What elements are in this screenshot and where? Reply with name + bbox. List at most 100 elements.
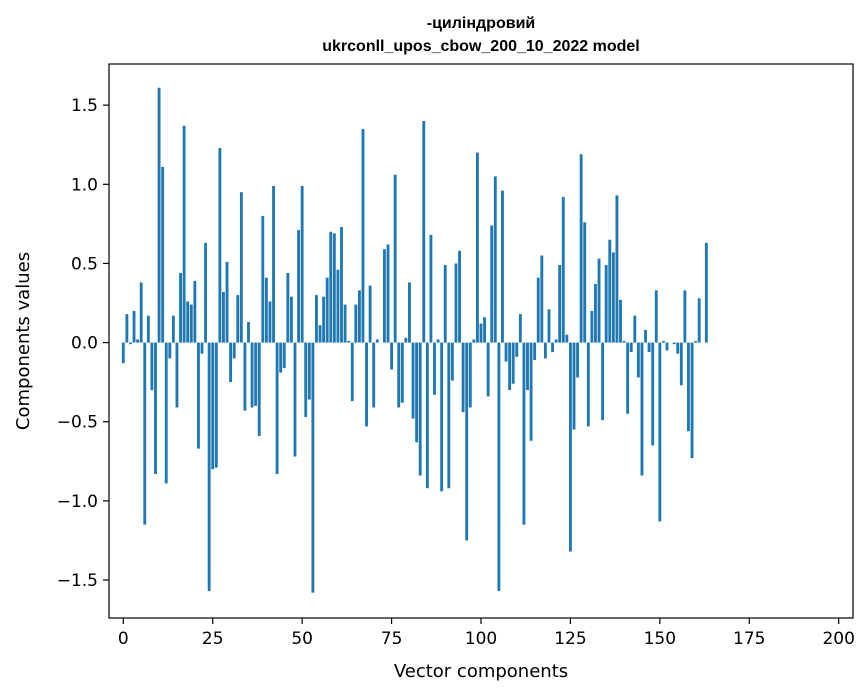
bar-120 (551, 342, 554, 353)
bar-112 (522, 342, 526, 525)
bar-8 (150, 342, 154, 391)
bar-41 (268, 301, 272, 343)
x-tick-label-175: 175 (733, 629, 765, 649)
bar-70 (372, 342, 376, 408)
bar-14 (171, 315, 175, 343)
bar-55 (318, 325, 322, 343)
bar-20 (193, 280, 197, 343)
bar-109 (511, 342, 515, 384)
bar-148 (651, 342, 655, 446)
bar-127 (576, 342, 580, 378)
bar-98 (472, 339, 476, 343)
bar-13 (168, 342, 172, 359)
bar-29 (225, 261, 229, 343)
bar-80 (408, 282, 411, 343)
bar-145 (640, 342, 644, 476)
bar-116 (536, 277, 540, 343)
bar-123 (561, 196, 565, 343)
bar-16 (179, 272, 182, 343)
bar-152 (665, 342, 669, 351)
bar-66 (357, 290, 361, 343)
bar-142 (629, 342, 633, 353)
bar-27 (218, 147, 222, 343)
bar-81 (411, 342, 415, 419)
bar-149 (654, 290, 658, 343)
bar-46 (286, 272, 290, 343)
bar-65 (354, 304, 358, 343)
chart-title-line1: -циліндровий (427, 15, 535, 32)
bar-33 (239, 192, 243, 343)
bar-78 (400, 342, 404, 403)
bar-40 (264, 277, 268, 343)
bar-4 (136, 339, 140, 343)
chart-title-line2: ukrconll_upos_cbow_200_10_2022 model (322, 38, 639, 55)
bar-50 (300, 185, 304, 343)
bar-59 (332, 233, 336, 343)
bar-12 (164, 342, 168, 484)
bar-137 (611, 252, 615, 343)
bar-144 (636, 342, 640, 378)
bar-62 (343, 304, 347, 343)
bar-64 (350, 342, 354, 402)
bar-43 (275, 342, 279, 474)
bar-110 (515, 342, 519, 357)
bar-90 (443, 265, 447, 343)
bar-140 (622, 341, 626, 343)
bar-10 (157, 87, 161, 343)
bar-76 (393, 174, 397, 343)
bar-107 (504, 342, 508, 362)
x-tick-label-125: 125 (554, 629, 586, 649)
bar-28 (222, 291, 225, 343)
bar-35 (247, 322, 250, 343)
y-axis-ticks: −1.5 −1.0 −0.5 0.0 0.5 1.0 1.5 (57, 96, 109, 591)
bar-86 (429, 234, 433, 343)
x-tick-label-25: 25 (202, 629, 224, 649)
bar-121 (554, 339, 558, 343)
bar-17 (182, 125, 186, 343)
bar-124 (565, 334, 569, 343)
bar-47 (289, 296, 293, 343)
bar-108 (508, 342, 512, 391)
bar-58 (329, 231, 333, 343)
bar-117 (540, 255, 544, 343)
bar-52 (307, 342, 311, 400)
x-tick-label-200: 200 (822, 629, 854, 649)
bar-44 (279, 342, 283, 373)
bar-26 (214, 342, 218, 468)
bar-1 (125, 314, 129, 343)
bar-18 (186, 301, 190, 343)
bar-83 (418, 342, 422, 476)
y-tick-label-3: 0.0 (71, 334, 98, 354)
bar-37 (254, 342, 258, 406)
bar-138 (615, 195, 619, 343)
x-axis-ticks: 0 25 50 75 100 125 150 175 200 (118, 618, 855, 649)
bar-24 (207, 342, 211, 592)
bar-15 (175, 342, 179, 408)
bar-87 (433, 342, 436, 395)
bar-150 (658, 342, 662, 522)
bar-157 (683, 290, 687, 343)
bar-96 (465, 342, 469, 541)
bar-159 (690, 342, 694, 459)
bar-36 (250, 342, 254, 408)
bar-73 (382, 249, 386, 343)
bar-135 (604, 265, 608, 343)
bar-118 (543, 342, 547, 359)
bar-42 (272, 185, 275, 343)
bar-31 (232, 342, 236, 359)
bar-38 (257, 342, 261, 436)
bar-19 (189, 304, 193, 343)
bar-53 (311, 342, 315, 593)
bar-104 (493, 176, 497, 343)
bar-21 (196, 342, 200, 449)
bar-9 (154, 342, 157, 474)
bar-99 (475, 152, 479, 343)
bar-158 (687, 342, 690, 432)
bar-45 (282, 342, 286, 368)
bar-131 (590, 310, 594, 343)
y-tick-label-6: 1.5 (71, 96, 98, 116)
bar-155 (676, 342, 680, 354)
bar-51 (304, 342, 308, 417)
bar-3 (132, 310, 136, 343)
